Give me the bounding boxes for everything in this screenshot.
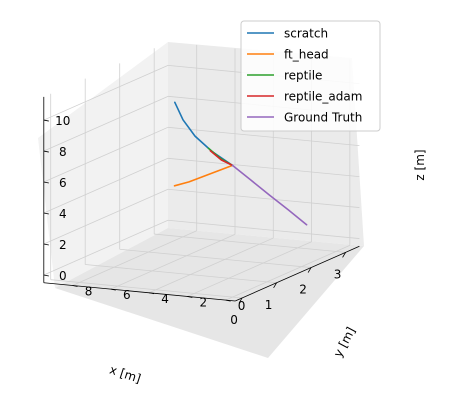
x-tick-label: 1 [265, 298, 273, 312]
y-tick-mark [225, 299, 231, 302]
y-tick-mark [110, 288, 116, 291]
grid-line-y [187, 241, 312, 297]
x-tick-label: 0 [230, 313, 238, 327]
pane-back-left [38, 42, 168, 288]
y-tick-label: 4 [161, 292, 169, 306]
grid-line-z [43, 157, 169, 214]
grid-line-z [43, 219, 169, 276]
z-tick-label: 0 [59, 269, 67, 283]
legend-label-ft-head: ft_head [284, 48, 329, 62]
y-tick-label: 0 [238, 299, 246, 313]
y-axis-ticks: 0 2 4 6 8 [72, 284, 246, 313]
grid-line-x [50, 279, 243, 299]
y-tick-label: 8 [85, 284, 93, 298]
grid-line-z [43, 126, 169, 183]
legend-label-ground-truth: Ground Truth [284, 111, 362, 125]
series-line-ground-truth [231, 164, 308, 226]
y-tick-mark [148, 292, 155, 295]
grid-line-z [167, 126, 360, 147]
grid-line-z [167, 219, 360, 239]
series-lines [173, 101, 308, 226]
y-tick-label: 2 [200, 295, 208, 309]
x-axis-line [235, 245, 360, 302]
grid-line-z [167, 157, 360, 177]
z-axis-label: z [m] [413, 149, 427, 180]
x-tick-mark [238, 297, 243, 304]
y-axis-label: y [m] [331, 325, 358, 360]
legend-label-scratch: scratch [284, 27, 328, 41]
z-tick-mark [43, 212, 49, 215]
grid-line-y [110, 234, 236, 290]
z-tick-label: 6 [59, 176, 67, 190]
x-tick-mark [342, 252, 346, 258]
y-tick-mark [72, 285, 78, 287]
x-tick-mark [307, 267, 312, 273]
pane-floor [55, 228, 364, 358]
z-tick-mark [43, 274, 49, 277]
z-axis-ticks: 0 2 4 6 8 10 [43, 114, 70, 283]
z-tick-label: 4 [59, 207, 67, 221]
grid-line-x [85, 264, 277, 284]
x-tick-label: 3 [334, 267, 342, 281]
x-tick-mark [273, 282, 277, 288]
z-tick-mark [43, 243, 49, 246]
x-axis-label: x [m] [108, 363, 143, 386]
series-line-reptile-adam [209, 150, 234, 167]
grid-line-y [225, 245, 350, 301]
legend-label-reptile-adam: reptile_adam [284, 90, 362, 104]
x-tick-label: 2 [299, 283, 307, 297]
z-tick-label: 10 [55, 114, 70, 128]
y-tick-label: 6 [123, 288, 131, 302]
z-tick-mark [43, 119, 49, 122]
grid-line-z [167, 188, 360, 208]
y-tick-mark [187, 296, 193, 298]
grid-line-y [148, 237, 274, 294]
z-tick-label: 8 [59, 145, 67, 159]
z-tick-label: 2 [59, 238, 67, 252]
z-tick-mark [43, 181, 49, 184]
grid-line-x [119, 248, 312, 268]
grid-line-z [43, 64, 169, 121]
grid-line-x [154, 233, 346, 253]
grid-line-y [72, 230, 197, 286]
grid-lines [43, 44, 360, 301]
grid-line-z [43, 188, 169, 245]
x-axis-ticks: 0 1 2 3 [230, 252, 346, 327]
grid-line-z [43, 95, 169, 152]
legend-label-reptile: reptile [284, 69, 322, 83]
z-tick-mark [43, 150, 49, 153]
series-line-ft-head [173, 164, 234, 187]
legend-box [240, 20, 381, 132]
